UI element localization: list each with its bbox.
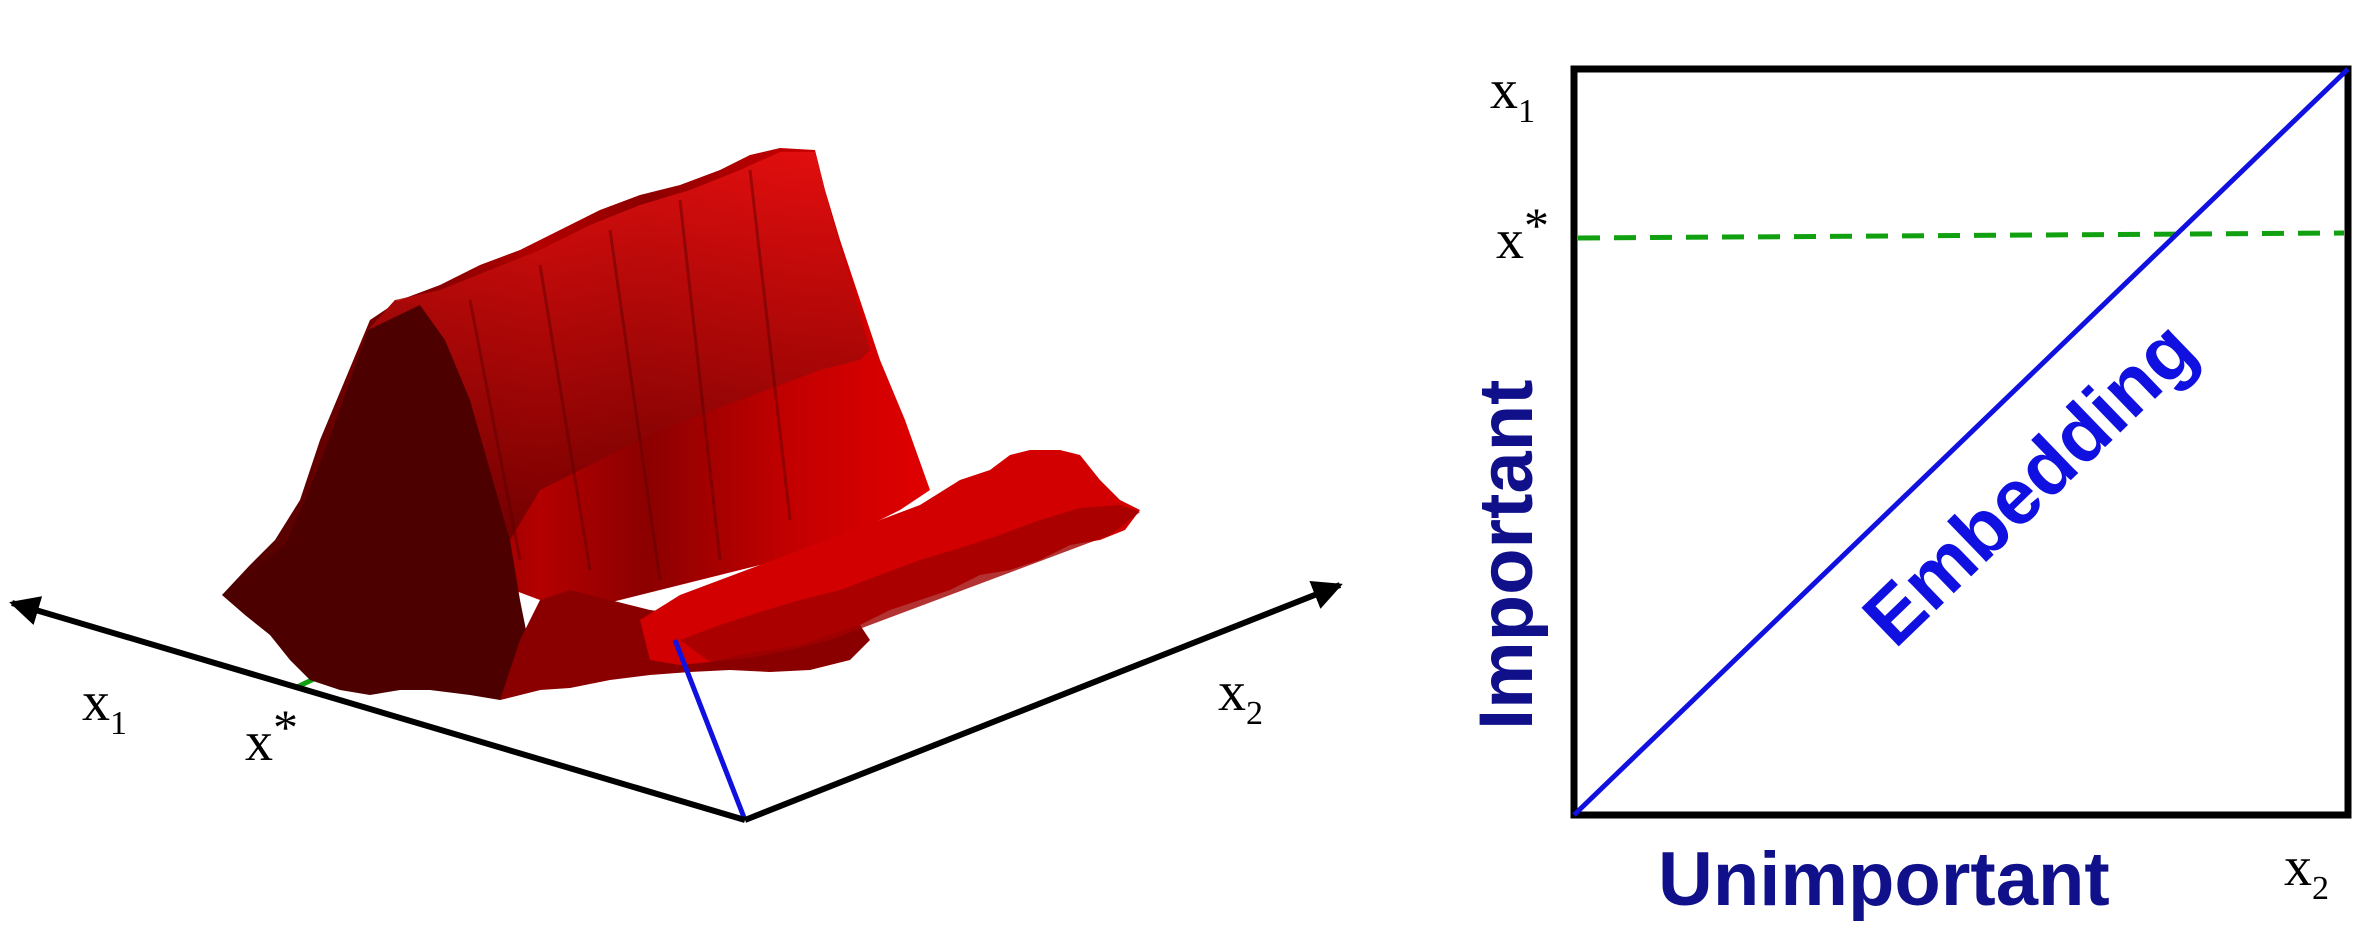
ridge-crest — [368, 152, 870, 540]
left-xstar-label: x* — [245, 699, 298, 773]
right-2d-plot: Embedding Important Unimportant x1 x* x2 — [1464, 59, 2352, 922]
right-x1-label: x1 — [1490, 59, 1535, 130]
right-plot-frame — [1570, 65, 2352, 819]
right-embedding-line — [1572, 67, 2350, 817]
left-x2-axis — [743, 580, 1343, 823]
embedding-label: Embedding — [1846, 304, 2213, 662]
right-xstar-dashed-line — [1577, 230, 2345, 241]
ridge-fold-lines — [468, 169, 792, 581]
left-x2-label: x2 — [1218, 661, 1263, 732]
left-embedding-line — [672, 639, 748, 821]
ridge-left-flank — [222, 300, 540, 700]
ridge-right-plateau-shade — [680, 505, 1140, 662]
red-ridge-surface — [222, 148, 1140, 700]
right-x2-label: x2 — [2284, 836, 2329, 907]
unimportant-label: Unimportant — [1658, 837, 2110, 922]
right-xstar-label: x* — [1496, 197, 1549, 271]
left-x1-axis — [9, 596, 746, 823]
left-x1-label: x1 — [82, 671, 127, 742]
important-label: Important — [1464, 380, 1549, 730]
left-3d-plot: x1 x2 x* — [9, 148, 1343, 823]
